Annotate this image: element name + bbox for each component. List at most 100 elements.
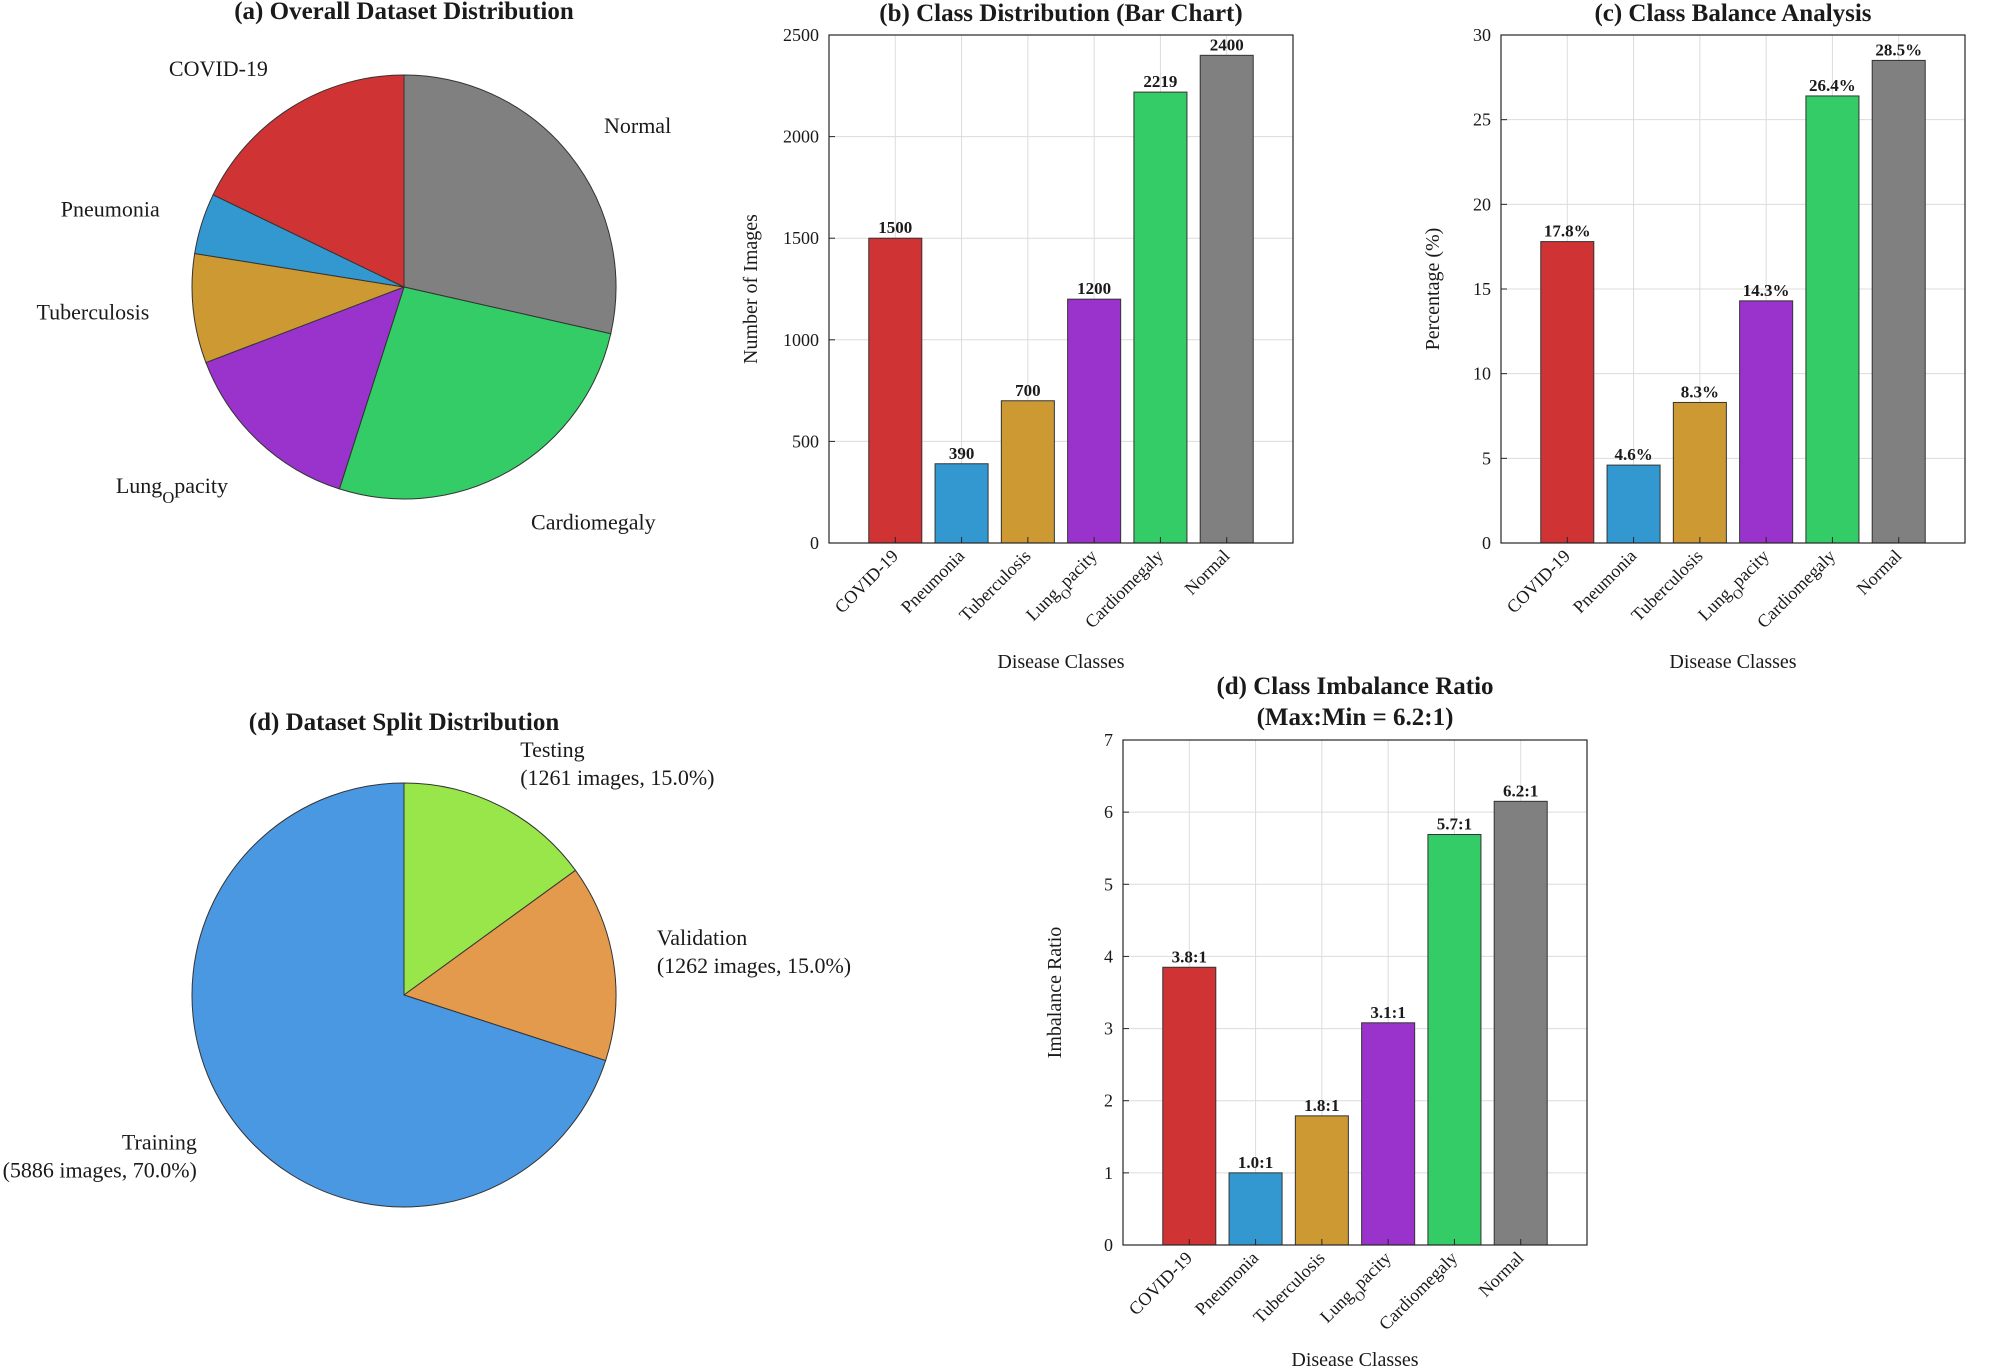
pie-detail: (5886 images, 70.0%) [3, 1157, 197, 1182]
bar-lung-opacity [1739, 300, 1794, 544]
y-tick-label: 0 [1482, 533, 1491, 553]
chart-title: (c) Class Balance Analysis [1594, 0, 1871, 27]
pie-detail: (1261 images, 15.0%) [520, 765, 714, 790]
bar-normal [1493, 800, 1548, 1246]
bar-pneumonia [1228, 1172, 1283, 1246]
pie-slice-lung-opacity [205, 286, 405, 490]
bar-lung-opacity [1067, 298, 1122, 544]
bar-value-label: 6.2:1 [1503, 781, 1538, 800]
y-tick-label: 2000 [783, 127, 819, 147]
axes-box [828, 34, 1294, 544]
bar-value-label: 4.6% [1614, 445, 1652, 464]
pie-label: Testing [520, 737, 584, 762]
axes-box [1122, 739, 1588, 1246]
y-tick-label: 7 [1104, 730, 1113, 750]
x-axis-label: Disease Classes [997, 651, 1124, 673]
bar-pneumonia [934, 463, 989, 544]
y-tick-label: 10 [1473, 364, 1491, 384]
pie-slice-covid-19 [212, 74, 405, 288]
bar-value-label: 26.4% [1809, 76, 1856, 95]
y-axis-label: Number of Images [740, 214, 762, 364]
chart-title: (b) Class Distribution (Bar Chart) [879, 0, 1242, 27]
x-tick-label: COVID-19 [1503, 546, 1574, 617]
chart-title: (a) Overall Dataset Distribution [234, 0, 574, 25]
chart-b: 1500 390 700 1200 2219 2400 0 500 1000 1500 2000 25… [740, 0, 1294, 673]
bar-normal [1199, 54, 1254, 544]
y-tick-label: 0 [1104, 1235, 1113, 1255]
bar-tuberculosis [1294, 1115, 1349, 1246]
chart-d_split: Testing (1261 images, 15.0%) Validation (12… [3, 709, 851, 1208]
pie-detail: (1262 images, 15.0%) [657, 953, 851, 978]
bar-tuberculosis [1000, 400, 1055, 544]
bar-value-label: 700 [1015, 381, 1041, 400]
bar-cardiomegaly [1427, 834, 1482, 1246]
bar-value-label: 14.3% [1743, 281, 1790, 300]
chart-d_ratio: 3.8:1 1.0:1 1.8:1 3.1:1 5.7:1 6.2:1 0 1 2 3 4 5 6 7 CO… [1044, 673, 1588, 1371]
x-tick-label: Normal [1181, 546, 1234, 599]
y-axis-label: Percentage (%) [1422, 228, 1444, 351]
bar-value-label: 3.1:1 [1370, 1003, 1405, 1022]
bar-value-label: 2219 [1143, 72, 1177, 91]
bar-covid-19 [868, 237, 923, 544]
y-tick-label: 25 [1473, 110, 1491, 130]
bar-normal [1871, 59, 1926, 544]
pie-slice-tuberculosis [191, 252, 406, 364]
pie-slice-validation [402, 869, 617, 1062]
x-tick-label: Pneumonia [1191, 1248, 1262, 1319]
chart-title: (d) Dataset Split Distribution [249, 709, 560, 736]
bar-covid-19 [1162, 966, 1217, 1246]
x-tick-label: COVID-19 [831, 546, 902, 617]
bar-value-label: 2400 [1210, 35, 1244, 54]
pie-slice-normal [403, 74, 617, 335]
pie-label: Validation [657, 925, 747, 950]
bar-value-label: 1200 [1077, 279, 1111, 298]
y-tick-label: 1000 [783, 330, 819, 350]
x-tick-label: Tuberculosis [1249, 1248, 1328, 1327]
y-tick-label: 20 [1473, 194, 1491, 214]
chart-a: Normal Cardiomegaly LungOpacity Tuberculosi… [36, 0, 671, 534]
pie-label: Cardiomegaly [531, 509, 656, 534]
y-tick-label: 5 [1104, 874, 1113, 894]
y-axis-label: Imbalance Ratio [1044, 927, 1066, 1059]
pie-label: Normal [604, 113, 671, 138]
bar-value-label: 1500 [878, 218, 912, 237]
pie-label: Pneumonia [61, 196, 160, 221]
pie-label: Training [122, 1129, 197, 1154]
x-tick-label: Pneumonia [897, 546, 968, 617]
chart-c: 17.8% 4.6% 8.3% 14.3% 26.4% 28.5% 0 5 10 15 20 25 30… [1422, 0, 1966, 673]
y-tick-label: 2500 [783, 25, 819, 45]
pie-label: LungOpacity [116, 473, 228, 507]
x-tick-label: Normal [1853, 546, 1906, 599]
chart-subtitle: (Max:Min = 6.2:1) [1257, 704, 1454, 731]
y-tick-label: 500 [792, 431, 819, 451]
bar-pneumonia [1606, 464, 1661, 544]
bar-value-label: 3.8:1 [1172, 947, 1207, 966]
y-tick-label: 2 [1104, 1091, 1113, 1111]
pie-label: Tuberculosis [36, 299, 149, 324]
y-tick-label: 0 [810, 533, 819, 553]
y-tick-label: 30 [1473, 25, 1491, 45]
x-axis-label: Disease Classes [1291, 1349, 1418, 1371]
bar-cardiomegaly [1133, 91, 1188, 544]
chart-title: (d) Class Imbalance Ratio [1216, 673, 1493, 700]
bar-value-label: 1.0:1 [1238, 1153, 1273, 1172]
bar-value-label: 28.5% [1875, 40, 1922, 59]
pie-label: COVID-19 [169, 56, 268, 81]
x-tick-label: Tuberculosis [1627, 546, 1706, 625]
bar-tuberculosis [1672, 401, 1727, 544]
y-tick-label: 15 [1473, 279, 1491, 299]
bar-value-label: 17.8% [1544, 222, 1591, 241]
x-axis-label: Disease Classes [1669, 651, 1796, 673]
bar-value-label: 5.7:1 [1437, 815, 1472, 834]
bar-value-label: 8.3% [1681, 382, 1719, 401]
bar-lung-opacity [1361, 1022, 1416, 1246]
y-tick-label: 1500 [783, 228, 819, 248]
pie-slice-cardiomegaly [338, 286, 612, 500]
x-tick-label: COVID-19 [1125, 1248, 1196, 1319]
y-tick-label: 4 [1104, 946, 1113, 966]
pie-slice-training [191, 782, 607, 1208]
bar-cardiomegaly [1805, 95, 1860, 544]
x-tick-label: Tuberculosis [955, 546, 1034, 625]
bar-covid-19 [1540, 241, 1595, 544]
